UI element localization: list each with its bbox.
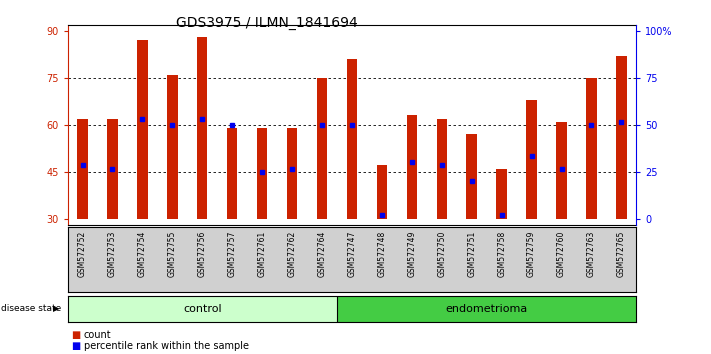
Bar: [77, 119, 87, 218]
Text: GSM572760: GSM572760: [557, 230, 566, 277]
Bar: [407, 115, 417, 218]
Text: percentile rank within the sample: percentile rank within the sample: [84, 341, 249, 351]
Bar: [68, 296, 337, 322]
Bar: [257, 128, 267, 218]
Text: GSM572761: GSM572761: [257, 230, 267, 277]
Text: GSM572754: GSM572754: [138, 230, 147, 277]
Text: GSM572755: GSM572755: [168, 230, 177, 277]
Text: GDS3975 / ILMN_1841694: GDS3975 / ILMN_1841694: [176, 16, 358, 30]
Text: GSM572758: GSM572758: [497, 230, 506, 277]
Text: GSM572748: GSM572748: [378, 230, 386, 277]
Text: GSM572762: GSM572762: [287, 230, 296, 277]
Text: ■: ■: [71, 341, 80, 351]
Bar: [137, 40, 148, 218]
Text: disease state: disease state: [1, 304, 61, 313]
Bar: [167, 75, 178, 218]
Text: GSM572752: GSM572752: [78, 230, 87, 277]
Bar: [317, 78, 327, 218]
Bar: [227, 128, 237, 218]
Text: GSM572757: GSM572757: [228, 230, 237, 277]
Text: endometrioma: endometrioma: [446, 304, 528, 314]
Bar: [586, 78, 597, 218]
Bar: [107, 119, 118, 218]
Text: GSM572765: GSM572765: [617, 230, 626, 277]
Text: GSM572747: GSM572747: [348, 230, 356, 277]
Text: GSM572763: GSM572763: [587, 230, 596, 277]
Bar: [347, 59, 357, 218]
Bar: [526, 100, 537, 218]
Bar: [287, 128, 297, 218]
Text: count: count: [84, 330, 112, 339]
Bar: [437, 119, 447, 218]
Bar: [197, 37, 208, 218]
Bar: [496, 169, 507, 218]
Bar: [337, 296, 636, 322]
Text: GSM572764: GSM572764: [318, 230, 326, 277]
Text: ▶: ▶: [53, 304, 59, 313]
Text: ■: ■: [71, 330, 80, 339]
Text: control: control: [183, 304, 222, 314]
Text: GSM572750: GSM572750: [437, 230, 447, 277]
Text: GSM572749: GSM572749: [407, 230, 417, 277]
Bar: [377, 165, 387, 218]
Bar: [616, 56, 626, 218]
Bar: [556, 122, 567, 218]
Text: GSM572751: GSM572751: [467, 230, 476, 277]
Text: GSM572756: GSM572756: [198, 230, 207, 277]
Text: GSM572753: GSM572753: [108, 230, 117, 277]
Text: GSM572759: GSM572759: [527, 230, 536, 277]
Bar: [466, 134, 477, 218]
